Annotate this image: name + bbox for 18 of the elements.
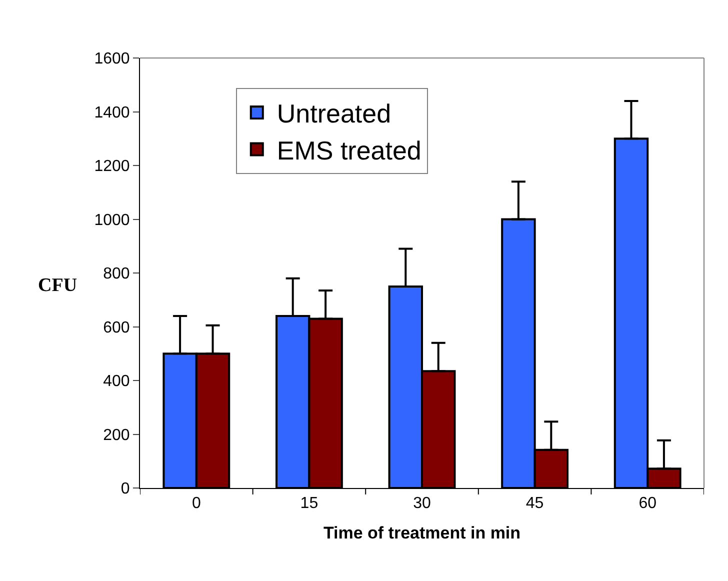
y-tick-label: 600 xyxy=(103,319,130,336)
legend-label: Untreated xyxy=(276,98,392,129)
x-tick-label: 15 xyxy=(300,495,318,512)
y-tick-label: 1600 xyxy=(94,50,130,68)
x-tick-label: 30 xyxy=(413,495,431,512)
y-tick-label: 200 xyxy=(103,426,130,444)
y-axis-title: CFU xyxy=(38,275,78,296)
y-tick-label: 0 xyxy=(120,480,130,498)
legend-label: EMS treated xyxy=(276,135,422,166)
y-tick-label: 1000 xyxy=(94,212,130,229)
x-tick-label: 45 xyxy=(526,495,544,512)
x-tick-label: 60 xyxy=(638,495,657,512)
y-tick-label: 1400 xyxy=(94,104,130,122)
x-tick-label: 0 xyxy=(192,495,201,512)
y-tick-label: 1200 xyxy=(94,158,130,176)
x-axis-title: Time of treatment in min xyxy=(323,524,521,543)
y-tick-label: 800 xyxy=(103,266,130,283)
y-tick-label: 400 xyxy=(103,373,130,390)
